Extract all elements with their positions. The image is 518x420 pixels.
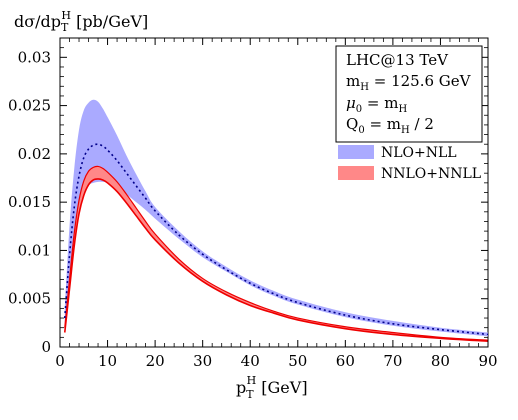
edge-nnlo-nnll-lower (63, 178, 489, 343)
x-tick-label: 10 (98, 352, 117, 370)
x-tick-label: 90 (478, 352, 497, 370)
x-tick-label: 80 (431, 352, 450, 370)
info-box-frame (335, 45, 483, 143)
legend-label-nnlo-nnll: NNLO+NNLL (381, 166, 481, 182)
y-tick-label: 0.02 (18, 145, 51, 163)
bands-layer (63, 99, 489, 343)
line-nlo-nll-central (63, 143, 489, 336)
x-tick-label: 30 (193, 352, 212, 370)
ticks-layer (59, 38, 489, 348)
y-tick-label: 0.015 (8, 193, 51, 211)
edge-nnlo-nnll-upper (64, 165, 489, 341)
legend: NLO+NLL NNLO+NNLL (338, 145, 481, 182)
legend-swatch-nlo-nll (338, 145, 374, 159)
y-tick-label: 0.03 (18, 48, 51, 66)
info-q0: Q0 = mH / 2 (346, 115, 434, 136)
x-axis-title: pTH [GeV] (236, 374, 308, 401)
info-box: LHC@13 TeV mH = 125.6 GeV μ0 = mH Q0 = m… (335, 45, 483, 143)
legend-swatch-nnlo-nnll (338, 166, 374, 180)
x-tick-label: 40 (241, 352, 260, 370)
x-tick-label: 50 (288, 352, 307, 370)
y-tick-label: 0.025 (8, 97, 51, 115)
info-mu0: μ0 = mH (346, 94, 407, 115)
band-nlo-nll (64, 99, 488, 337)
tick-labels-layer: 0 10 20 30 40 50 60 70 80 90 0 0.005 0.01 0.015 0.02 0.… (8, 48, 498, 370)
x-tick-label: 60 (336, 352, 355, 370)
legend-label-nlo-nll: NLO+NLL (381, 145, 457, 161)
y-tick-label: 0.005 (8, 290, 51, 308)
x-tick-label: 70 (383, 352, 402, 370)
y-tick-label: 0.01 (18, 241, 51, 259)
x-tick-label: 20 (146, 352, 165, 370)
info-higgs-mass: mH = 125.6 GeV (346, 72, 472, 93)
y-axis-title: dσ/dpTH [pb/GeV] (14, 9, 148, 34)
x-tick-label: 0 (55, 352, 65, 370)
y-tick-label: 0 (41, 338, 51, 356)
info-collider: LHC@13 TeV (346, 51, 449, 69)
